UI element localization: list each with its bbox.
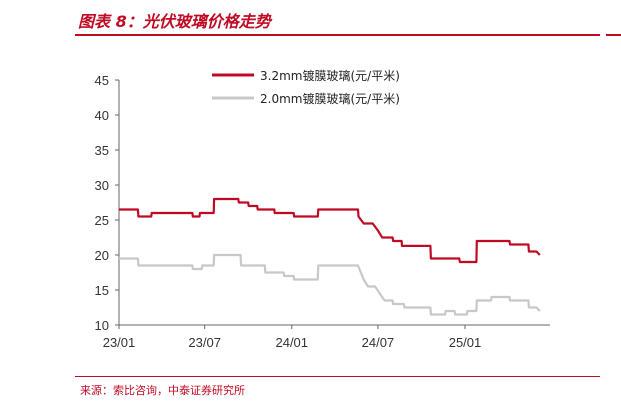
figure-title: 图表 8：光伏玻璃价格走势 (78, 12, 271, 31)
x-tick-label: 25/01 (449, 335, 482, 350)
y-tick-label: 40 (95, 108, 109, 123)
y-tick-label: 15 (95, 283, 109, 298)
title-rule (75, 34, 600, 36)
title-rule-continuation (606, 34, 621, 36)
y-tick-label: 45 (95, 73, 109, 88)
y-tick-label: 20 (95, 248, 109, 263)
x-tick-label: 24/01 (275, 335, 308, 350)
legend-label: 2.0mm镀膜玻璃(元/平米) (260, 92, 400, 106)
y-tick-label: 25 (95, 213, 109, 228)
figure-source: 来源：索比咨询，中泰证券研究所 (80, 384, 245, 397)
y-tick-label: 35 (95, 143, 109, 158)
y-tick-label: 10 (95, 318, 109, 333)
x-tick-label: 23/07 (188, 335, 221, 350)
x-tick-label: 23/01 (103, 335, 136, 350)
series-line-3-2mm (119, 197, 541, 264)
y-tick-label: 30 (95, 178, 109, 193)
legend-label: 3.2mm镀膜玻璃(元/平米) (260, 69, 400, 83)
x-tick-label: 24/07 (362, 335, 395, 350)
source-rule (75, 376, 600, 377)
series-line-2-0mm (119, 253, 541, 316)
